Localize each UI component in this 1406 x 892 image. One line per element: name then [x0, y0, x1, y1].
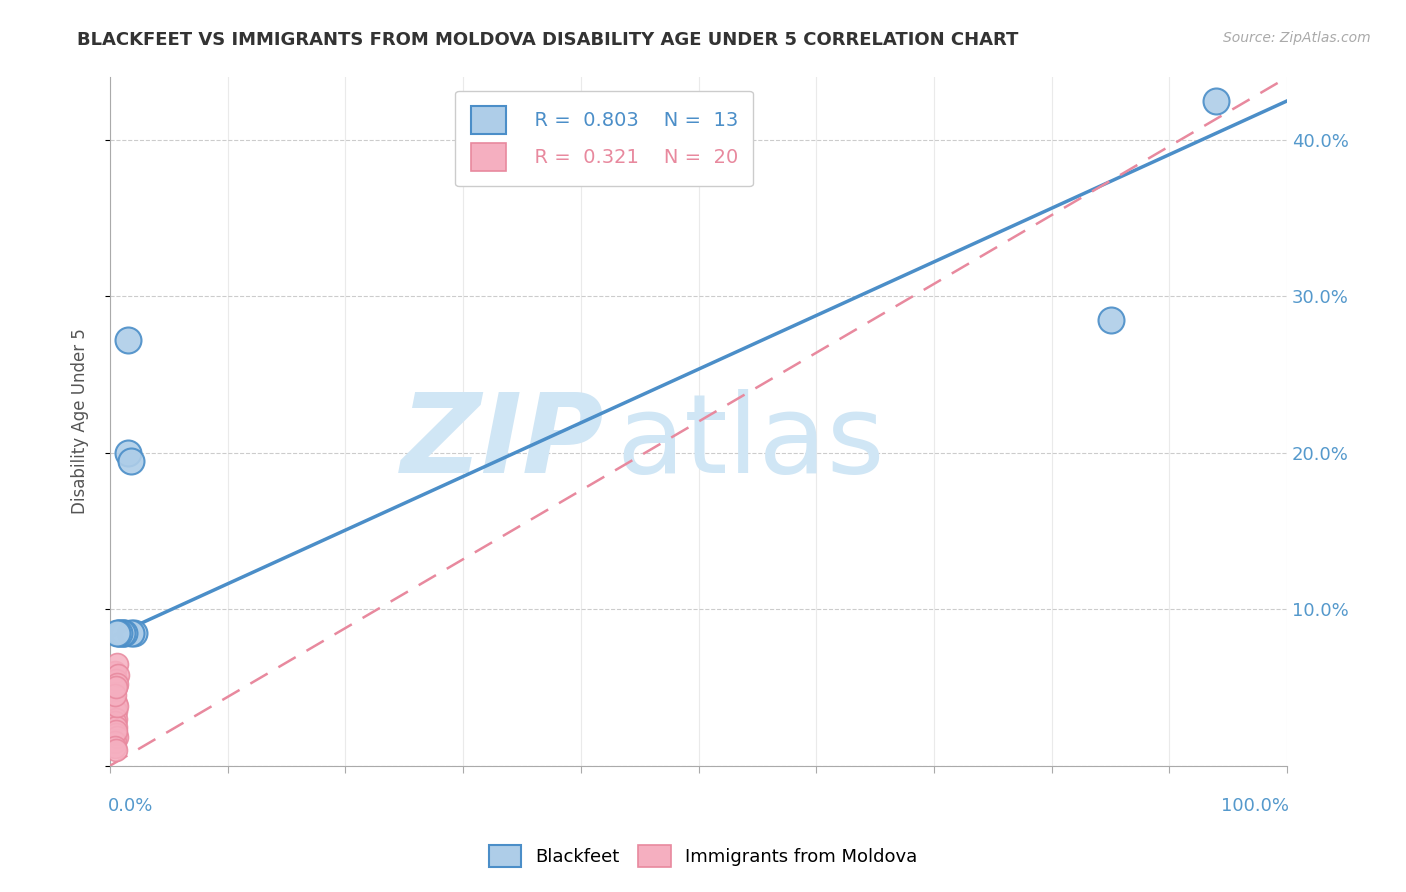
Legend: Blackfeet, Immigrants from Moldova: Blackfeet, Immigrants from Moldova: [482, 838, 924, 874]
Point: [104, 712, 127, 726]
Point: [117, 446, 139, 460]
Point: [104, 739, 127, 754]
Point: [104, 727, 127, 741]
Text: BLACKFEET VS IMMIGRANTS FROM MOLDOVA DISABILITY AGE UNDER 5 CORRELATION CHART: BLACKFEET VS IMMIGRANTS FROM MOLDOVA DIS…: [77, 31, 1019, 49]
Text: 100.0%: 100.0%: [1222, 797, 1289, 814]
Point: [104, 724, 127, 739]
Point: [104, 681, 127, 695]
Text: ZIP: ZIP: [401, 389, 605, 496]
Point: [105, 677, 128, 691]
Text: atlas: atlas: [616, 389, 884, 496]
Point: [104, 665, 127, 679]
Point: [105, 699, 128, 714]
Point: [104, 714, 127, 729]
Point: [104, 743, 127, 757]
Point: [104, 696, 127, 710]
Point: [104, 704, 127, 718]
Point: [108, 625, 131, 640]
Point: [104, 688, 127, 702]
Point: [105, 625, 128, 640]
Y-axis label: Disability Age Under 5: Disability Age Under 5: [72, 328, 89, 515]
Point: [1099, 313, 1122, 327]
Point: [122, 625, 145, 640]
Point: [108, 625, 131, 640]
Point: [105, 657, 128, 671]
Point: [104, 681, 127, 695]
Point: [107, 668, 129, 682]
Point: [1205, 94, 1227, 108]
Text: 0.0%: 0.0%: [108, 797, 153, 814]
Point: [104, 720, 127, 734]
Point: [112, 625, 135, 640]
Point: [104, 735, 127, 749]
Point: [105, 731, 128, 745]
Point: [120, 625, 142, 640]
Legend:   R =  0.803    N =  13,   R =  0.321    N =  20: R = 0.803 N = 13, R = 0.321 N = 20: [456, 91, 754, 186]
Point: [120, 453, 142, 467]
Point: [104, 673, 127, 687]
Point: [112, 625, 135, 640]
Point: [111, 625, 134, 640]
Point: [117, 333, 139, 347]
Text: Source: ZipAtlas.com: Source: ZipAtlas.com: [1223, 31, 1371, 45]
